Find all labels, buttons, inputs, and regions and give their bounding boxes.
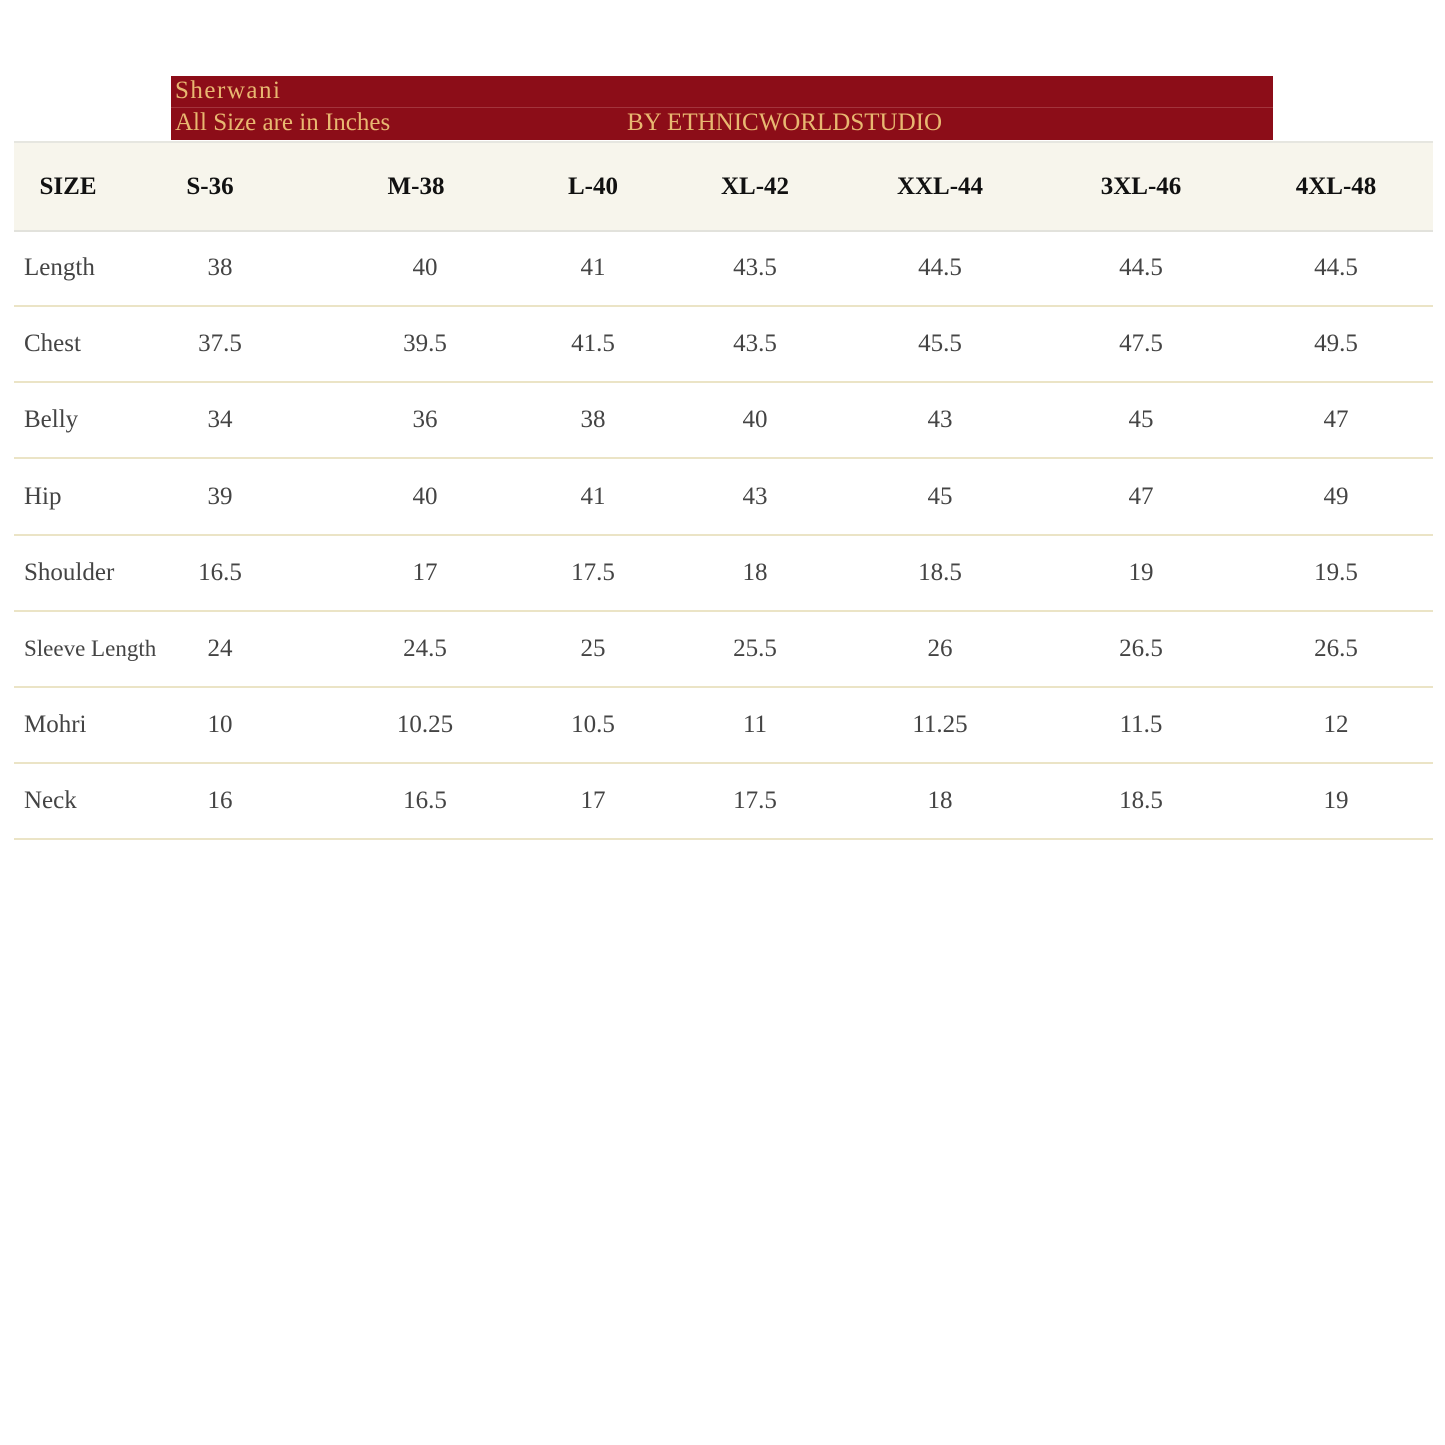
table-header-row: [14, 141, 1433, 232]
measurement-value: 18: [742, 558, 768, 586]
measurement-value: 25.5: [733, 635, 777, 662]
size-column-header: SIZE: [39, 173, 97, 200]
measurement-value: 43: [742, 482, 768, 510]
measurement-value: 17: [412, 558, 438, 586]
row-divider: [14, 762, 1433, 765]
measurement-value: 17.5: [571, 558, 615, 586]
row-label: Neck: [24, 787, 77, 815]
measurement-value: 45: [1128, 406, 1154, 434]
row-label: Mohri: [24, 711, 87, 739]
measurement-value: 11.25: [912, 711, 968, 739]
measurement-value: 44.5: [918, 254, 962, 281]
measurement-value: 47.5: [1119, 330, 1163, 358]
measurement-value: 39: [207, 482, 233, 510]
size-header: 3XL-46: [1100, 173, 1182, 200]
row-divider: [14, 838, 1433, 841]
measurement-value: 37.5: [198, 330, 242, 358]
measurement-value: 16.5: [403, 787, 447, 815]
measurement-value: 44.5: [1119, 254, 1163, 281]
title-banner: Sherwani All Size are in Inches BY ETHNI…: [171, 76, 1273, 140]
measurement-value: 17.5: [733, 787, 777, 815]
measurement-value: 47: [1323, 406, 1349, 434]
measurement-value: 44.5: [1314, 254, 1358, 281]
row-label: Chest: [24, 330, 81, 358]
measurement-value: 19: [1128, 558, 1154, 586]
measurement-value: 26.5: [1119, 635, 1163, 662]
measurement-value: 41: [580, 482, 606, 510]
brand-credit: BY ETHNICWORLDSTUDIO: [627, 109, 943, 136]
measurement-value: 12: [1323, 711, 1349, 739]
measurement-value: 43: [927, 406, 953, 434]
size-header: M-38: [387, 173, 445, 200]
measurement-value: 38: [207, 254, 233, 281]
row-label: Hip: [24, 482, 62, 510]
measurement-value: 19: [1323, 787, 1349, 815]
measurement-value: 25: [580, 635, 606, 662]
measurement-value: 17: [580, 787, 606, 815]
units-note: All Size are in Inches: [175, 109, 391, 136]
banner-divider: [171, 107, 1273, 108]
row-label: Belly: [24, 406, 79, 434]
measurement-value: 41.5: [571, 330, 615, 358]
measurement-value: 40: [412, 254, 438, 281]
measurement-value: 18: [927, 787, 953, 815]
measurement-value: 10.5: [571, 711, 615, 739]
measurement-value: 18.5: [918, 558, 962, 586]
measurement-value: 26: [927, 635, 953, 662]
row-divider: [14, 686, 1433, 688]
measurement-value: 40: [742, 406, 768, 434]
measurement-value: 36: [412, 406, 438, 434]
measurement-value: 34: [207, 406, 233, 434]
measurement-value: 24.5: [403, 635, 447, 662]
measurement-value: 43.5: [733, 254, 777, 281]
measurement-value: 47: [1128, 482, 1154, 510]
row-label: Shoulder: [24, 558, 115, 586]
measurement-value: 19.5: [1314, 558, 1358, 586]
measurement-value: 10.25: [396, 711, 454, 739]
measurement-value: 16: [207, 787, 233, 815]
size-header: 4XL-48: [1295, 173, 1377, 200]
measurement-value: 38: [580, 406, 606, 434]
row-label: Sleeve Length: [24, 636, 157, 661]
measurement-value: 11.5: [1119, 711, 1163, 739]
row-divider: [14, 533, 1433, 536]
row-divider: [14, 609, 1433, 612]
measurement-value: 45: [927, 482, 953, 510]
size-header: L-40: [568, 173, 618, 200]
measurement-value: 10: [207, 711, 233, 739]
size-header: XL-42: [720, 173, 790, 200]
measurement-value: 26.5: [1314, 635, 1358, 662]
measurement-value: 43.5: [733, 330, 777, 358]
measurement-value: 40: [412, 482, 438, 510]
measurement-value: 45.5: [918, 330, 962, 358]
measurement-value: 49.5: [1314, 330, 1358, 358]
measurement-value: 41: [580, 254, 606, 281]
row-divider: [14, 381, 1433, 384]
row-divider: [14, 305, 1433, 307]
measurement-value: 16.5: [198, 558, 242, 586]
size-header: XXL-44: [896, 173, 984, 200]
measurement-value: 39.5: [403, 330, 447, 358]
size-header: S-36: [186, 173, 234, 200]
measurement-value: 18.5: [1119, 787, 1163, 815]
row-label: Length: [24, 254, 95, 281]
measurement-value: 11: [742, 711, 768, 739]
chart-title: Sherwani: [175, 77, 282, 104]
measurement-value: 24: [207, 635, 233, 662]
row-divider: [14, 457, 1433, 460]
measurement-value: 49: [1323, 482, 1349, 510]
